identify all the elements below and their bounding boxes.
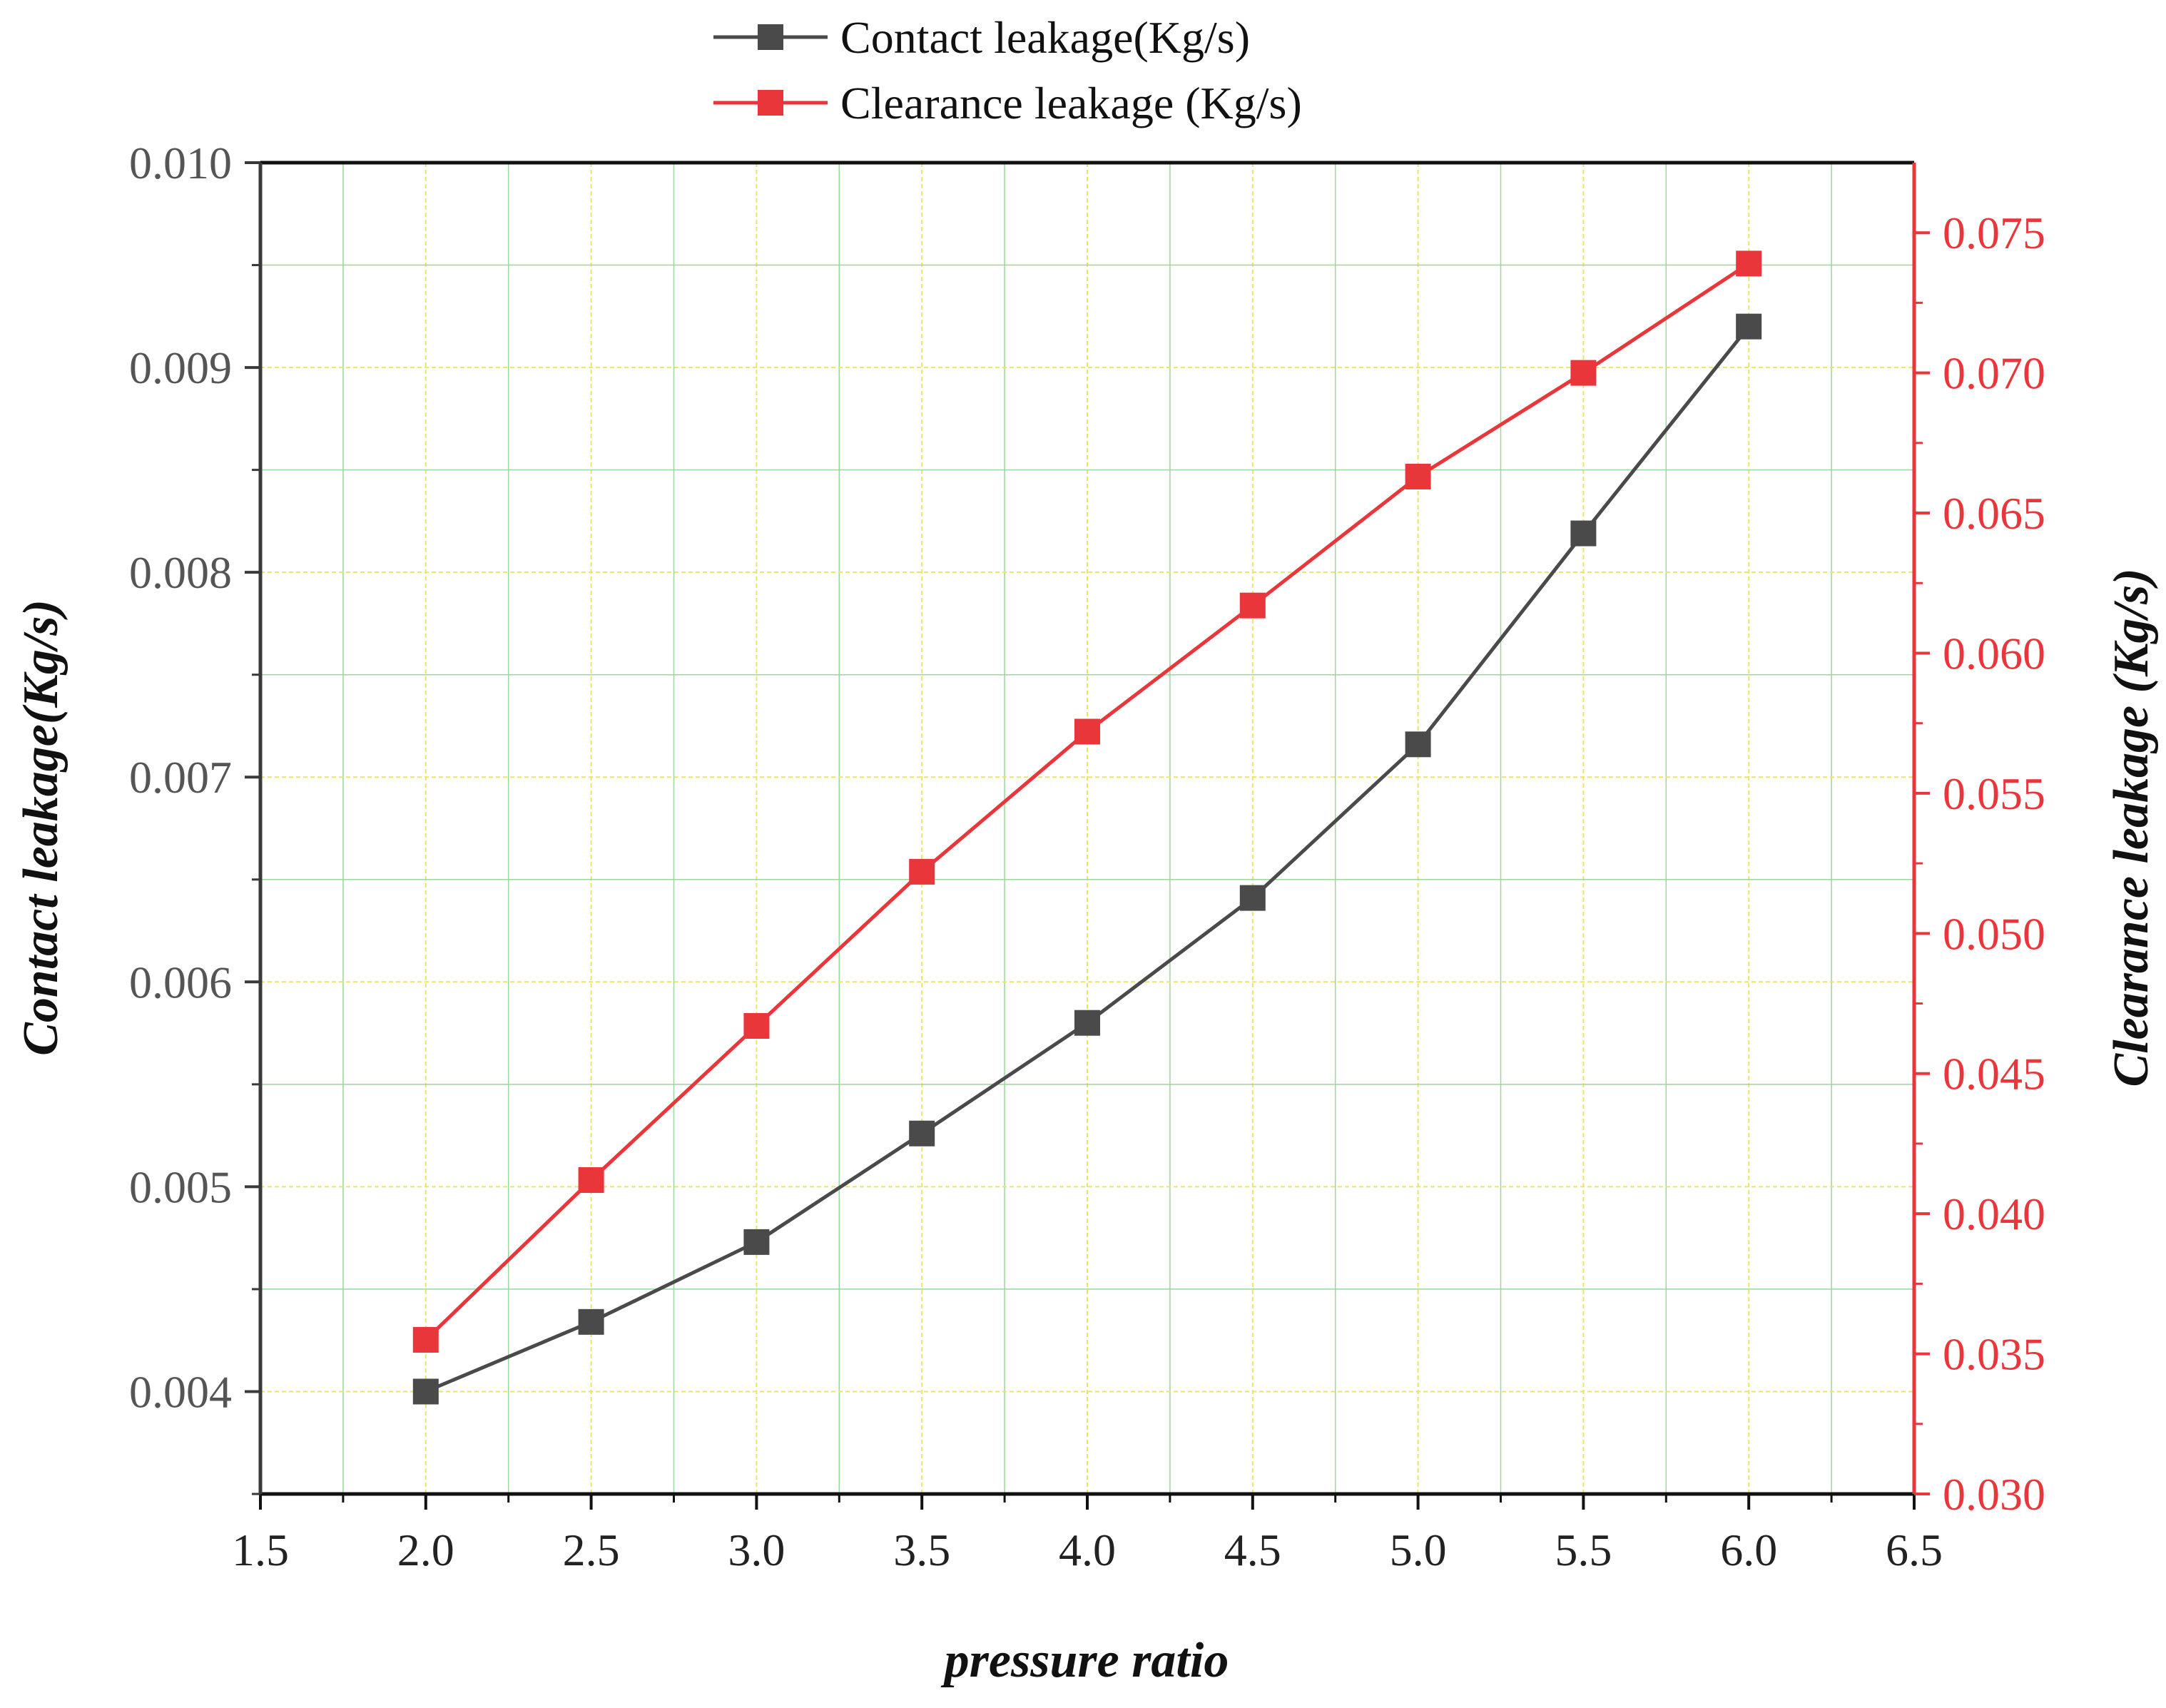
series-layer (412, 250, 1762, 1405)
x-tick-label: 6.0 (1720, 1525, 1777, 1575)
legend-marker-clearance (758, 90, 783, 116)
data-point-clearance (412, 1326, 439, 1353)
y-tick-label-right: 0.060 (1943, 628, 2045, 678)
y-tick-label-right: 0.030 (1943, 1469, 2045, 1520)
x-tick-label: 3.0 (728, 1525, 785, 1575)
legend-marker-contact (758, 24, 783, 50)
x-tick-label: 5.5 (1555, 1525, 1612, 1575)
x-tick-label: 6.5 (1886, 1525, 1943, 1575)
x-tick-label: 3.5 (893, 1525, 950, 1575)
x-tick-label: 2.5 (563, 1525, 620, 1575)
y-tick-label-left: 0.004 (129, 1366, 232, 1417)
legend: Contact leakage(Kg/s) Clearance leakage (… (713, 12, 1302, 128)
x-tick-label: 4.0 (1059, 1525, 1116, 1575)
data-point-contact (1570, 520, 1597, 547)
y-tick-label-left: 0.009 (129, 342, 232, 393)
legend-label-contact: Contact leakage(Kg/s) (840, 12, 1250, 63)
data-point-clearance (1736, 250, 1762, 277)
data-point-contact (1736, 313, 1762, 340)
data-point-contact (578, 1308, 604, 1335)
data-point-contact (743, 1229, 770, 1255)
y-tick-label-left: 0.007 (129, 752, 232, 803)
y-axis-title-right: Clearance leakage (Kg/s) (2104, 568, 2159, 1087)
x-tick-label: 5.0 (1390, 1525, 1447, 1575)
y-tick-label-right: 0.070 (1943, 348, 2045, 399)
y-tick-label-right: 0.055 (1943, 768, 2045, 819)
x-axis-title: pressure ratio (941, 1633, 1229, 1688)
y-tick-label-left: 0.005 (129, 1161, 232, 1212)
y-tick-label-right: 0.075 (1943, 208, 2045, 258)
ticks: 1.5 2.0 2.5 3.0 3.5 4.0 4.5 5.0 5.5 6.0 6.5 0.004 0.… (129, 138, 2045, 1575)
data-point-contact (1239, 885, 1266, 911)
data-point-clearance (909, 858, 935, 885)
y-tick-label-right: 0.050 (1943, 908, 2045, 959)
data-point-clearance (743, 1012, 770, 1039)
data-point-clearance (1239, 592, 1266, 619)
legend-label-clearance: Clearance leakage (Kg/s) (840, 78, 1302, 128)
x-tick-label: 2.0 (397, 1525, 454, 1575)
grid-lines (260, 163, 1914, 1494)
y-axis-title-left: Contact leakage(Kg/s) (14, 599, 68, 1056)
data-point-clearance (1570, 360, 1597, 386)
data-point-clearance (1074, 718, 1100, 745)
data-point-contact (1405, 731, 1431, 758)
y-tick-label-left: 0.008 (129, 547, 232, 598)
data-point-clearance (578, 1167, 604, 1194)
y-tick-label-left: 0.010 (129, 138, 232, 188)
y-tick-label-right: 0.040 (1943, 1189, 2045, 1239)
data-point-clearance (1405, 463, 1431, 489)
data-point-contact (412, 1378, 439, 1405)
y-tick-label-right: 0.065 (1943, 488, 2045, 539)
y-tick-label-right: 0.035 (1943, 1329, 2045, 1380)
y-tick-label-left: 0.006 (129, 957, 232, 1007)
y-tick-label-right: 0.045 (1943, 1049, 2045, 1099)
data-point-contact (909, 1120, 935, 1147)
x-tick-label: 1.5 (232, 1525, 289, 1575)
x-tick-label: 4.5 (1224, 1525, 1281, 1575)
data-point-contact (1074, 1010, 1100, 1036)
